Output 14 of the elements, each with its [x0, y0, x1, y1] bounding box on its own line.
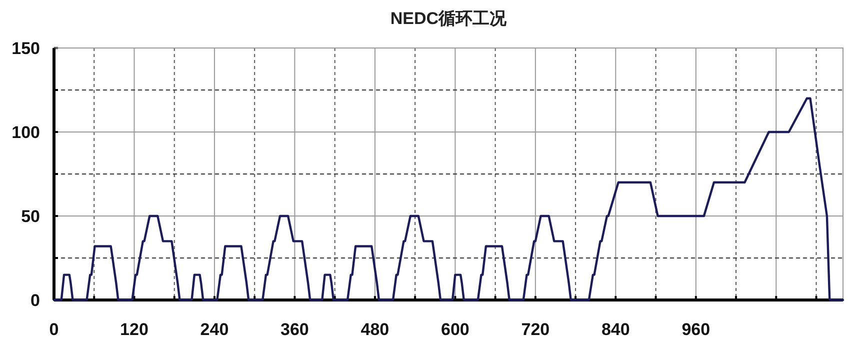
- y-tick-label: 0: [30, 291, 40, 310]
- y-tick-label: 100: [12, 123, 40, 142]
- y-tick-label: 150: [12, 39, 40, 58]
- x-tick-label: 960: [682, 320, 710, 339]
- x-tick-label: 600: [441, 320, 470, 339]
- x-tick-label: 0: [49, 320, 59, 339]
- x-tick-label: 120: [120, 320, 148, 339]
- x-tick-label: 840: [601, 320, 630, 339]
- x-tick-label: 480: [360, 320, 390, 339]
- y-tick-label: 50: [21, 207, 40, 226]
- x-tick-label: 720: [521, 320, 550, 339]
- x-tick-label: 240: [200, 320, 229, 339]
- x-tick-label: 360: [280, 320, 309, 339]
- chart-title: NEDC循环工况: [390, 9, 508, 28]
